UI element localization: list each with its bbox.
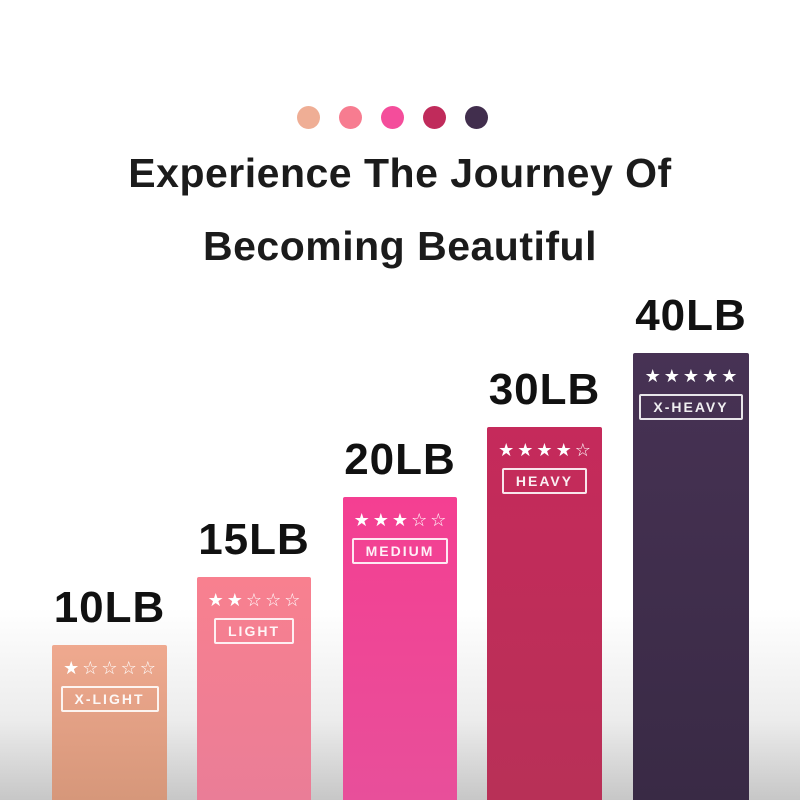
bar-30lb: ★★★★☆ HEAVY	[487, 427, 602, 800]
level-badge: HEAVY	[501, 468, 588, 494]
bar-weight-label: 10LB	[53, 583, 166, 632]
title-line-2: Becoming Beautiful	[203, 223, 597, 269]
bar-weight-label: 15LB	[198, 515, 310, 564]
bar-group-10lb: 10LB ★☆☆☆☆ X-LIGHT	[52, 583, 167, 800]
bar-10lb: ★☆☆☆☆ X-LIGHT	[52, 645, 167, 800]
level-badge: X-LIGHT	[60, 686, 159, 712]
bar-15lb: ★★☆☆☆ LIGHT	[197, 577, 311, 800]
star-rating: ★☆☆☆☆	[63, 658, 159, 679]
palette-dot-xlight	[297, 106, 320, 129]
level-badge: LIGHT	[214, 618, 294, 644]
bar-40lb: ★★★★★ X-HEAVY	[633, 353, 749, 800]
palette-dots	[297, 106, 488, 129]
bar-weight-label: 30LB	[488, 365, 601, 414]
bar-group-15lb: 15LB ★★☆☆☆ LIGHT	[197, 515, 311, 800]
star-rating: ★★★★★	[644, 366, 741, 387]
palette-dot-heavy	[423, 106, 446, 129]
level-badge: X-HEAVY	[639, 394, 743, 420]
bar-weight-label: 40LB	[635, 291, 747, 340]
page-title: Experience The Journey Of Becoming Beaut…	[0, 150, 800, 296]
star-rating: ★★★☆☆	[353, 510, 450, 531]
bar-group-40lb: 40LB ★★★★★ X-HEAVY	[633, 291, 749, 800]
star-rating: ★★☆☆☆	[207, 590, 304, 611]
bar-group-20lb: 20LB ★★★☆☆ MEDIUM	[343, 435, 457, 800]
bar-weight-label: 20LB	[344, 435, 456, 484]
palette-dot-light	[339, 106, 362, 129]
title-line-1: Experience The Journey Of	[128, 150, 672, 196]
palette-dot-xheavy	[465, 106, 488, 129]
bar-group-30lb: 30LB ★★★★☆ HEAVY	[487, 365, 602, 800]
bar-20lb: ★★★☆☆ MEDIUM	[343, 497, 457, 800]
star-rating: ★★★★☆	[498, 440, 594, 461]
level-badge: MEDIUM	[351, 538, 449, 564]
palette-dot-medium	[381, 106, 404, 129]
